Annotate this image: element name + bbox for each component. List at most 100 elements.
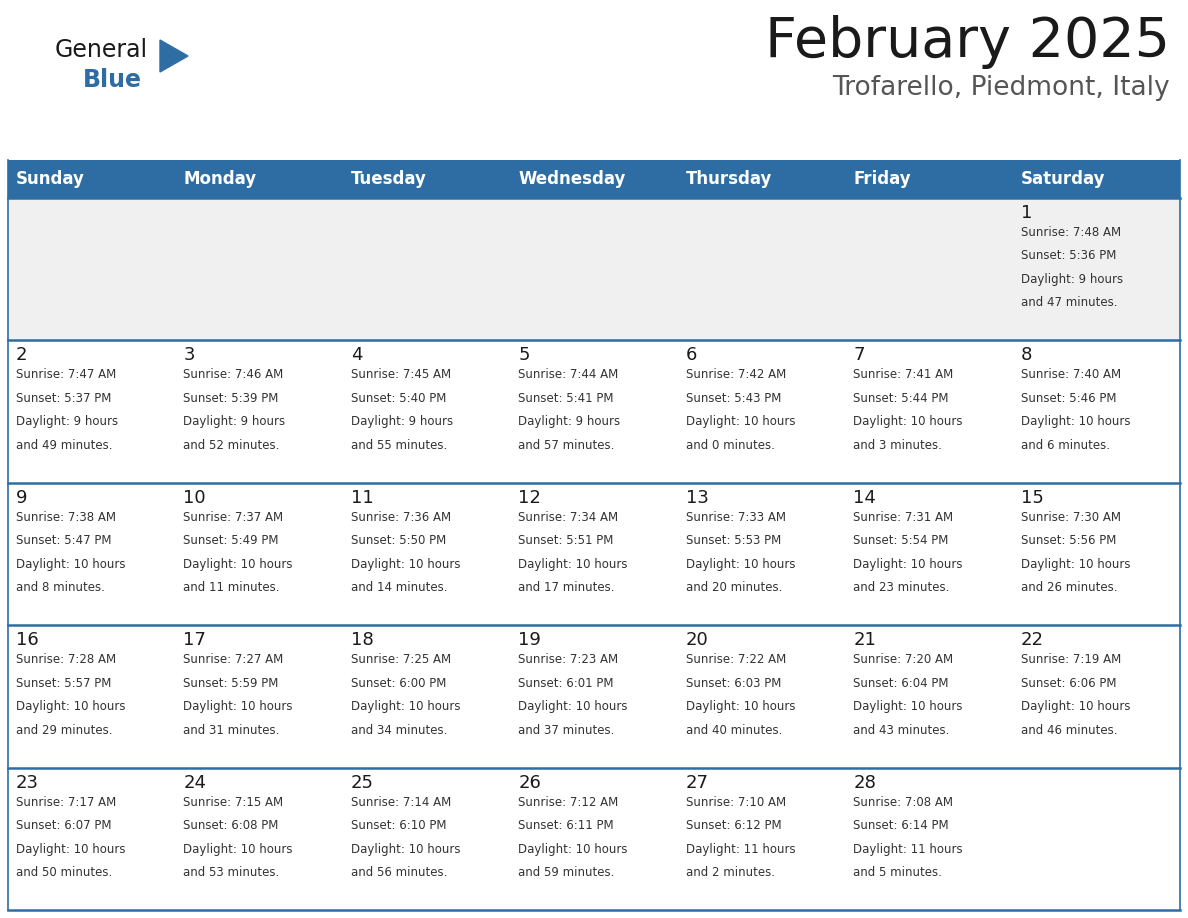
Text: and 23 minutes.: and 23 minutes. xyxy=(853,581,949,594)
Text: Sunset: 5:41 PM: Sunset: 5:41 PM xyxy=(518,392,614,405)
Text: and 46 minutes.: and 46 minutes. xyxy=(1020,723,1117,736)
Text: Sunrise: 7:23 AM: Sunrise: 7:23 AM xyxy=(518,654,619,666)
Text: and 0 minutes.: and 0 minutes. xyxy=(685,439,775,452)
Text: Sunset: 6:03 PM: Sunset: 6:03 PM xyxy=(685,677,781,689)
Text: Daylight: 10 hours: Daylight: 10 hours xyxy=(853,700,962,713)
Text: Trofarello, Piedmont, Italy: Trofarello, Piedmont, Italy xyxy=(833,75,1170,101)
Text: 23: 23 xyxy=(15,774,39,791)
Text: Sunset: 5:46 PM: Sunset: 5:46 PM xyxy=(1020,392,1116,405)
Text: and 43 minutes.: and 43 minutes. xyxy=(853,723,949,736)
Text: Sunset: 5:49 PM: Sunset: 5:49 PM xyxy=(183,534,279,547)
Text: and 37 minutes.: and 37 minutes. xyxy=(518,723,614,736)
Text: Sunrise: 7:14 AM: Sunrise: 7:14 AM xyxy=(350,796,451,809)
Text: 11: 11 xyxy=(350,488,373,507)
Text: Sunrise: 7:28 AM: Sunrise: 7:28 AM xyxy=(15,654,116,666)
Text: Daylight: 10 hours: Daylight: 10 hours xyxy=(1020,700,1130,713)
Text: 28: 28 xyxy=(853,774,876,791)
Text: Sunrise: 7:36 AM: Sunrise: 7:36 AM xyxy=(350,510,451,524)
Text: Sunday: Sunday xyxy=(15,170,84,188)
Text: Sunrise: 7:46 AM: Sunrise: 7:46 AM xyxy=(183,368,284,381)
Text: 16: 16 xyxy=(15,632,39,649)
Text: and 3 minutes.: and 3 minutes. xyxy=(853,439,942,452)
Text: Sunset: 5:59 PM: Sunset: 5:59 PM xyxy=(183,677,279,689)
Text: 24: 24 xyxy=(183,774,207,791)
Text: Sunset: 5:53 PM: Sunset: 5:53 PM xyxy=(685,534,781,547)
Text: Sunrise: 7:08 AM: Sunrise: 7:08 AM xyxy=(853,796,953,809)
Bar xyxy=(8,341,1180,483)
Text: Daylight: 10 hours: Daylight: 10 hours xyxy=(350,558,461,571)
Text: Sunrise: 7:47 AM: Sunrise: 7:47 AM xyxy=(15,368,116,381)
Text: Daylight: 10 hours: Daylight: 10 hours xyxy=(685,700,795,713)
Bar xyxy=(8,198,1180,341)
Text: and 47 minutes.: and 47 minutes. xyxy=(1020,297,1117,309)
Text: Sunset: 5:39 PM: Sunset: 5:39 PM xyxy=(183,392,279,405)
Text: 18: 18 xyxy=(350,632,373,649)
Text: Daylight: 10 hours: Daylight: 10 hours xyxy=(518,700,627,713)
Text: Sunrise: 7:27 AM: Sunrise: 7:27 AM xyxy=(183,654,284,666)
Text: Daylight: 10 hours: Daylight: 10 hours xyxy=(183,843,293,856)
Text: Sunset: 5:56 PM: Sunset: 5:56 PM xyxy=(1020,534,1116,547)
Polygon shape xyxy=(160,40,188,72)
Text: Daylight: 10 hours: Daylight: 10 hours xyxy=(15,700,126,713)
Bar xyxy=(8,160,1180,198)
Text: Sunrise: 7:17 AM: Sunrise: 7:17 AM xyxy=(15,796,116,809)
Text: 2: 2 xyxy=(15,346,27,364)
Text: Sunset: 6:00 PM: Sunset: 6:00 PM xyxy=(350,677,447,689)
Text: Sunrise: 7:40 AM: Sunrise: 7:40 AM xyxy=(1020,368,1120,381)
Text: Sunrise: 7:45 AM: Sunrise: 7:45 AM xyxy=(350,368,451,381)
Text: Sunset: 5:57 PM: Sunset: 5:57 PM xyxy=(15,677,112,689)
Text: Sunrise: 7:44 AM: Sunrise: 7:44 AM xyxy=(518,368,619,381)
Text: Daylight: 9 hours: Daylight: 9 hours xyxy=(350,415,453,429)
Text: and 50 minutes.: and 50 minutes. xyxy=(15,866,112,879)
Text: Blue: Blue xyxy=(83,68,143,92)
Text: and 40 minutes.: and 40 minutes. xyxy=(685,723,782,736)
Text: 6: 6 xyxy=(685,346,697,364)
Text: and 34 minutes.: and 34 minutes. xyxy=(350,723,447,736)
Text: Daylight: 10 hours: Daylight: 10 hours xyxy=(15,843,126,856)
Text: Daylight: 10 hours: Daylight: 10 hours xyxy=(853,558,962,571)
Text: General: General xyxy=(55,38,148,62)
Text: 10: 10 xyxy=(183,488,206,507)
Text: Daylight: 10 hours: Daylight: 10 hours xyxy=(183,558,293,571)
Text: 17: 17 xyxy=(183,632,207,649)
Text: 27: 27 xyxy=(685,774,709,791)
Text: Tuesday: Tuesday xyxy=(350,170,426,188)
Text: and 14 minutes.: and 14 minutes. xyxy=(350,581,448,594)
Text: Sunset: 6:07 PM: Sunset: 6:07 PM xyxy=(15,819,112,832)
Text: 15: 15 xyxy=(1020,488,1043,507)
Text: 20: 20 xyxy=(685,632,708,649)
Text: Sunset: 5:50 PM: Sunset: 5:50 PM xyxy=(350,534,447,547)
Text: Sunset: 5:40 PM: Sunset: 5:40 PM xyxy=(350,392,447,405)
Text: Sunrise: 7:20 AM: Sunrise: 7:20 AM xyxy=(853,654,953,666)
Text: and 59 minutes.: and 59 minutes. xyxy=(518,866,614,879)
Text: Daylight: 11 hours: Daylight: 11 hours xyxy=(685,843,795,856)
Text: 19: 19 xyxy=(518,632,542,649)
Text: and 55 minutes.: and 55 minutes. xyxy=(350,439,447,452)
Text: Daylight: 9 hours: Daylight: 9 hours xyxy=(183,415,285,429)
Text: Sunset: 6:12 PM: Sunset: 6:12 PM xyxy=(685,819,782,832)
Text: Sunset: 5:37 PM: Sunset: 5:37 PM xyxy=(15,392,112,405)
Bar xyxy=(8,625,1180,767)
Text: and 5 minutes.: and 5 minutes. xyxy=(853,866,942,879)
Text: Friday: Friday xyxy=(853,170,911,188)
Text: Sunset: 5:36 PM: Sunset: 5:36 PM xyxy=(1020,250,1116,263)
Text: 8: 8 xyxy=(1020,346,1032,364)
Bar xyxy=(8,767,1180,910)
Text: 13: 13 xyxy=(685,488,708,507)
Text: Sunrise: 7:22 AM: Sunrise: 7:22 AM xyxy=(685,654,786,666)
Text: and 29 minutes.: and 29 minutes. xyxy=(15,723,113,736)
Text: and 49 minutes.: and 49 minutes. xyxy=(15,439,113,452)
Text: and 11 minutes.: and 11 minutes. xyxy=(183,581,280,594)
Text: and 17 minutes.: and 17 minutes. xyxy=(518,581,614,594)
Text: Daylight: 10 hours: Daylight: 10 hours xyxy=(1020,558,1130,571)
Text: Daylight: 10 hours: Daylight: 10 hours xyxy=(15,558,126,571)
Text: Sunrise: 7:37 AM: Sunrise: 7:37 AM xyxy=(183,510,284,524)
Text: and 57 minutes.: and 57 minutes. xyxy=(518,439,614,452)
Text: and 31 minutes.: and 31 minutes. xyxy=(183,723,280,736)
Text: Sunset: 6:01 PM: Sunset: 6:01 PM xyxy=(518,677,614,689)
Text: 22: 22 xyxy=(1020,632,1043,649)
Text: Daylight: 10 hours: Daylight: 10 hours xyxy=(183,700,293,713)
Text: Daylight: 9 hours: Daylight: 9 hours xyxy=(15,415,118,429)
Text: and 26 minutes.: and 26 minutes. xyxy=(1020,581,1117,594)
Text: Saturday: Saturday xyxy=(1020,170,1105,188)
